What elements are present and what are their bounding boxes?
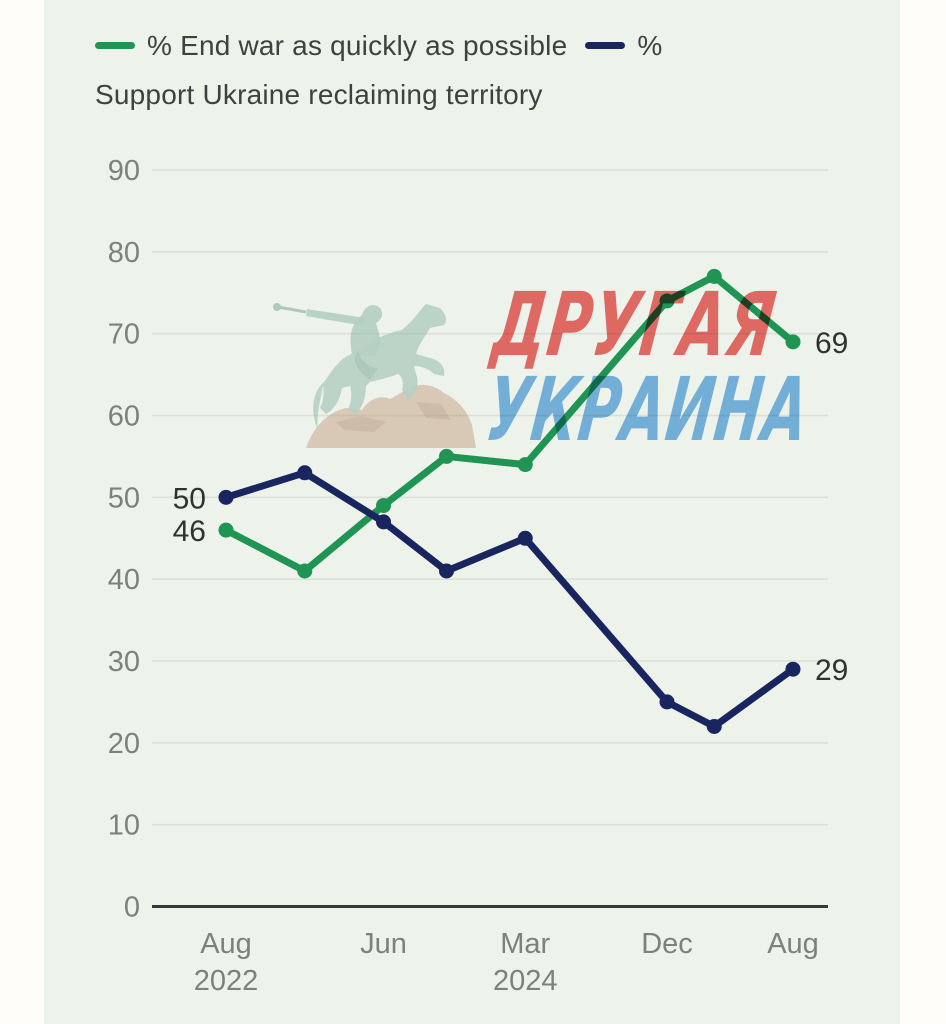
statue-arm <box>306 309 365 326</box>
x-tick-label: Aug <box>200 928 252 960</box>
data-point <box>659 293 675 309</box>
legend-line-2: Support Ukraine reclaiming territory <box>95 70 855 119</box>
y-tick-label: 70 <box>108 319 140 351</box>
series2-legend-label-start: % <box>637 30 663 61</box>
legend-line-1: % End war as quickly as possible % <box>95 21 855 70</box>
chart-legend: % End war as quickly as possible % Suppo… <box>95 21 855 119</box>
x-tick-label: Dec <box>641 928 693 960</box>
data-point <box>439 563 454 579</box>
x-tick-year-label: 2022 <box>194 965 259 997</box>
point-value-label: 46 <box>173 515 206 548</box>
data-point <box>659 694 675 710</box>
y-tick-label: 60 <box>108 401 140 433</box>
data-point <box>297 465 313 481</box>
statue-horse <box>313 304 447 430</box>
statue-rock <box>306 384 476 448</box>
y-tick-label: 0 <box>124 892 140 924</box>
statue-mace <box>277 305 307 314</box>
watermark-text-line2: УКРАИНА <box>481 358 816 461</box>
series-line-2 <box>222 469 797 730</box>
y-tick-label: 80 <box>108 237 140 269</box>
series-line-1 <box>222 272 797 575</box>
y-tick-label: 30 <box>108 646 140 678</box>
data-point <box>706 718 722 734</box>
series2-dash-icon <box>585 42 626 49</box>
data-point <box>218 489 234 505</box>
y-tick-label: 40 <box>108 564 140 596</box>
point-value-label: 29 <box>815 654 848 687</box>
series1-dash-icon <box>95 42 135 49</box>
data-point <box>706 268 722 284</box>
data-point <box>517 530 533 546</box>
data-point <box>517 457 533 473</box>
series2-legend-label-rest: Support Ukraine reclaiming territory <box>95 79 543 110</box>
series1-legend-label: % End war as quickly as possible <box>147 30 568 61</box>
data-point <box>785 661 801 677</box>
y-tick-label: 90 <box>108 155 140 187</box>
point-value-label: 50 <box>173 482 206 515</box>
data-point <box>439 448 454 464</box>
statue-watermark-image <box>273 303 476 448</box>
chart-grid: 0 10 20 30 40 50 60 70 80 90 Aug 2022 Jun Mar 2024 Dec A… <box>108 155 828 997</box>
statue-mace-head <box>273 303 281 311</box>
x-tick-label: Mar <box>500 928 550 960</box>
y-tick-label: 20 <box>108 728 140 760</box>
data-point <box>297 563 313 579</box>
y-tick-label: 10 <box>108 810 140 842</box>
data-point <box>785 334 801 350</box>
data-point <box>376 514 391 530</box>
y-tick-label: 50 <box>108 482 140 514</box>
statue-rider <box>350 305 383 356</box>
x-tick-label: Jun <box>360 928 407 960</box>
watermark-text-line1: ДРУГАЯ <box>487 273 782 376</box>
data-point <box>218 522 234 538</box>
chart-series <box>218 268 801 734</box>
data-point <box>376 498 391 514</box>
point-value-label: 69 <box>815 327 848 360</box>
x-tick-year-label: 2024 <box>493 965 558 997</box>
x-tick-label: Aug <box>767 928 819 960</box>
